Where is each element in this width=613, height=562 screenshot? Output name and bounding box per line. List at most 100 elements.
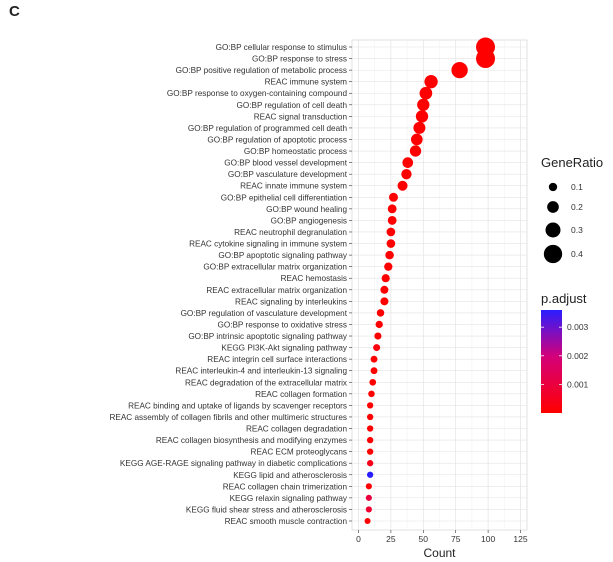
data-point xyxy=(365,506,372,513)
data-point xyxy=(373,344,381,352)
data-point xyxy=(424,75,438,89)
data-point xyxy=(401,169,412,180)
term-label: GO:BP apoptotic signaling pathway xyxy=(218,251,348,260)
term-label: GO:BP epithelial cell differentiation xyxy=(221,193,348,202)
size-key xyxy=(543,244,563,264)
legend-title: GeneRatio xyxy=(541,155,603,170)
term-label: REAC degradation of the extracellular ma… xyxy=(185,378,347,387)
size-key xyxy=(548,182,558,192)
term-label: REAC binding and uptake of ligands by sc… xyxy=(128,401,347,410)
term-label: GO:BP regulation of cell death xyxy=(237,101,348,110)
color-bar xyxy=(541,310,562,413)
term-label: REAC assembly of collagen fibrils and ot… xyxy=(109,413,347,422)
term-labels: GO:BP cellular response to stimulus GO:BP… xyxy=(109,43,352,526)
data-point xyxy=(386,239,396,248)
color-tick-label: 0.002 xyxy=(567,351,589,361)
term-label: REAC signal transduction xyxy=(254,112,348,121)
term-label: REAC ECM proteoglycans xyxy=(251,448,347,457)
data-point xyxy=(409,145,422,157)
term-label: KEGG relaxin signaling pathway xyxy=(230,494,348,503)
size-key-label: 0.4 xyxy=(571,249,583,259)
data-point xyxy=(451,61,468,79)
p-adjust-legend: p.adjust 0.001 0.002 0.003 xyxy=(541,291,589,413)
data-point xyxy=(385,250,394,260)
term-label: GO:BP homeostatic process xyxy=(244,147,347,156)
term-label: GO:BP response to oxidative stress xyxy=(217,320,347,329)
data-point xyxy=(370,367,378,375)
data-point xyxy=(365,483,372,490)
term-label: REAC cytokine signaling in immune system xyxy=(189,240,347,249)
term-label: REAC neutrophil degranulation xyxy=(234,228,347,237)
x-axis: 0 25 50 75 100 125 Count xyxy=(356,530,528,560)
data-point xyxy=(366,425,374,432)
gene-ratio-legend: GeneRatio 0.1 0.2 0.3 0.4 xyxy=(541,155,603,264)
term-label: GO:BP blood vessel development xyxy=(224,159,347,168)
data-point xyxy=(386,227,396,237)
x-tick-label: 125 xyxy=(513,534,527,544)
legend-title: p.adjust xyxy=(541,291,587,306)
color-tick-label: 0.003 xyxy=(567,322,589,332)
data-point xyxy=(381,274,390,283)
data-point xyxy=(366,471,374,478)
data-point xyxy=(410,133,423,146)
term-label: GO:BP vasculature development xyxy=(228,170,348,179)
data-point xyxy=(419,86,433,100)
data-point xyxy=(384,262,393,271)
term-label: GO:BP cellular response to stimulus xyxy=(216,43,347,52)
term-label: REAC interleukin-4 and interleukin-13 si… xyxy=(175,367,347,376)
term-label: REAC innate immune system xyxy=(240,182,347,191)
term-label: GO:BP extracellular matrix organization xyxy=(203,263,347,272)
term-label: GO:BP wound healing xyxy=(266,205,347,214)
data-point xyxy=(366,402,374,409)
x-axis-title: Count xyxy=(423,546,456,560)
term-label: REAC collagen degradation xyxy=(246,425,347,434)
term-label: REAC collagen biosynthesis and modifying… xyxy=(156,436,347,445)
x-tick-label: 75 xyxy=(451,534,461,544)
term-label: REAC collagen formation xyxy=(255,390,347,399)
data-point xyxy=(376,309,385,317)
term-label: REAC integrin cell surface interactions xyxy=(207,355,347,364)
term-label: KEGG AGE-RAGE signaling pathway in diabe… xyxy=(120,459,347,468)
color-tick-label: 0.001 xyxy=(567,379,589,389)
term-label: GO:BP response to oxygen-containing comp… xyxy=(167,89,348,98)
term-label: REAC hemostasis xyxy=(281,274,347,283)
panel-label: C xyxy=(9,3,20,20)
size-key xyxy=(545,222,561,238)
x-tick-label: 0 xyxy=(356,534,361,544)
data-point xyxy=(366,448,374,455)
size-key xyxy=(547,201,559,213)
data-point xyxy=(380,297,389,306)
term-label: GO:BP regulation of apoptotic process xyxy=(207,135,347,144)
term-label: REAC signaling by interleukins xyxy=(235,297,347,306)
term-label: REAC extracellular matrix organization xyxy=(206,286,347,295)
term-label: KEGG PI3K-Akt signaling pathway xyxy=(221,344,348,353)
data-point xyxy=(388,192,398,202)
term-label: KEGG fluid shear stress and atherosclero… xyxy=(186,505,347,514)
term-label: GO:BP angiogenesis xyxy=(271,216,347,225)
term-label: REAC collagen chain trimerization xyxy=(223,482,348,491)
data-point xyxy=(380,285,389,294)
data-point xyxy=(387,204,397,214)
term-label: GO:BP regulation of vasculature developm… xyxy=(181,309,348,318)
x-tick-label: 100 xyxy=(481,534,495,544)
x-tick-label: 25 xyxy=(386,534,396,544)
data-point xyxy=(397,180,408,191)
plot-panel xyxy=(351,37,528,531)
data-point xyxy=(365,494,372,501)
data-point xyxy=(368,390,375,398)
data-point xyxy=(476,49,496,69)
data-point xyxy=(374,332,382,340)
data-point xyxy=(364,518,371,524)
term-label: GO:BP regulation of programmed cell deat… xyxy=(188,124,348,133)
data-point xyxy=(387,215,397,225)
term-label: KEGG lipid and atherosclerosis xyxy=(233,471,347,480)
term-label: GO:BP positive regulation of metabolic p… xyxy=(176,66,347,75)
size-key-label: 0.2 xyxy=(571,202,583,212)
data-point xyxy=(415,110,429,123)
term-label: REAC smooth muscle contraction xyxy=(225,517,348,526)
data-point xyxy=(375,320,383,329)
data-point xyxy=(413,121,426,134)
data-point xyxy=(366,413,374,421)
term-label: REAC immune system xyxy=(265,78,348,87)
